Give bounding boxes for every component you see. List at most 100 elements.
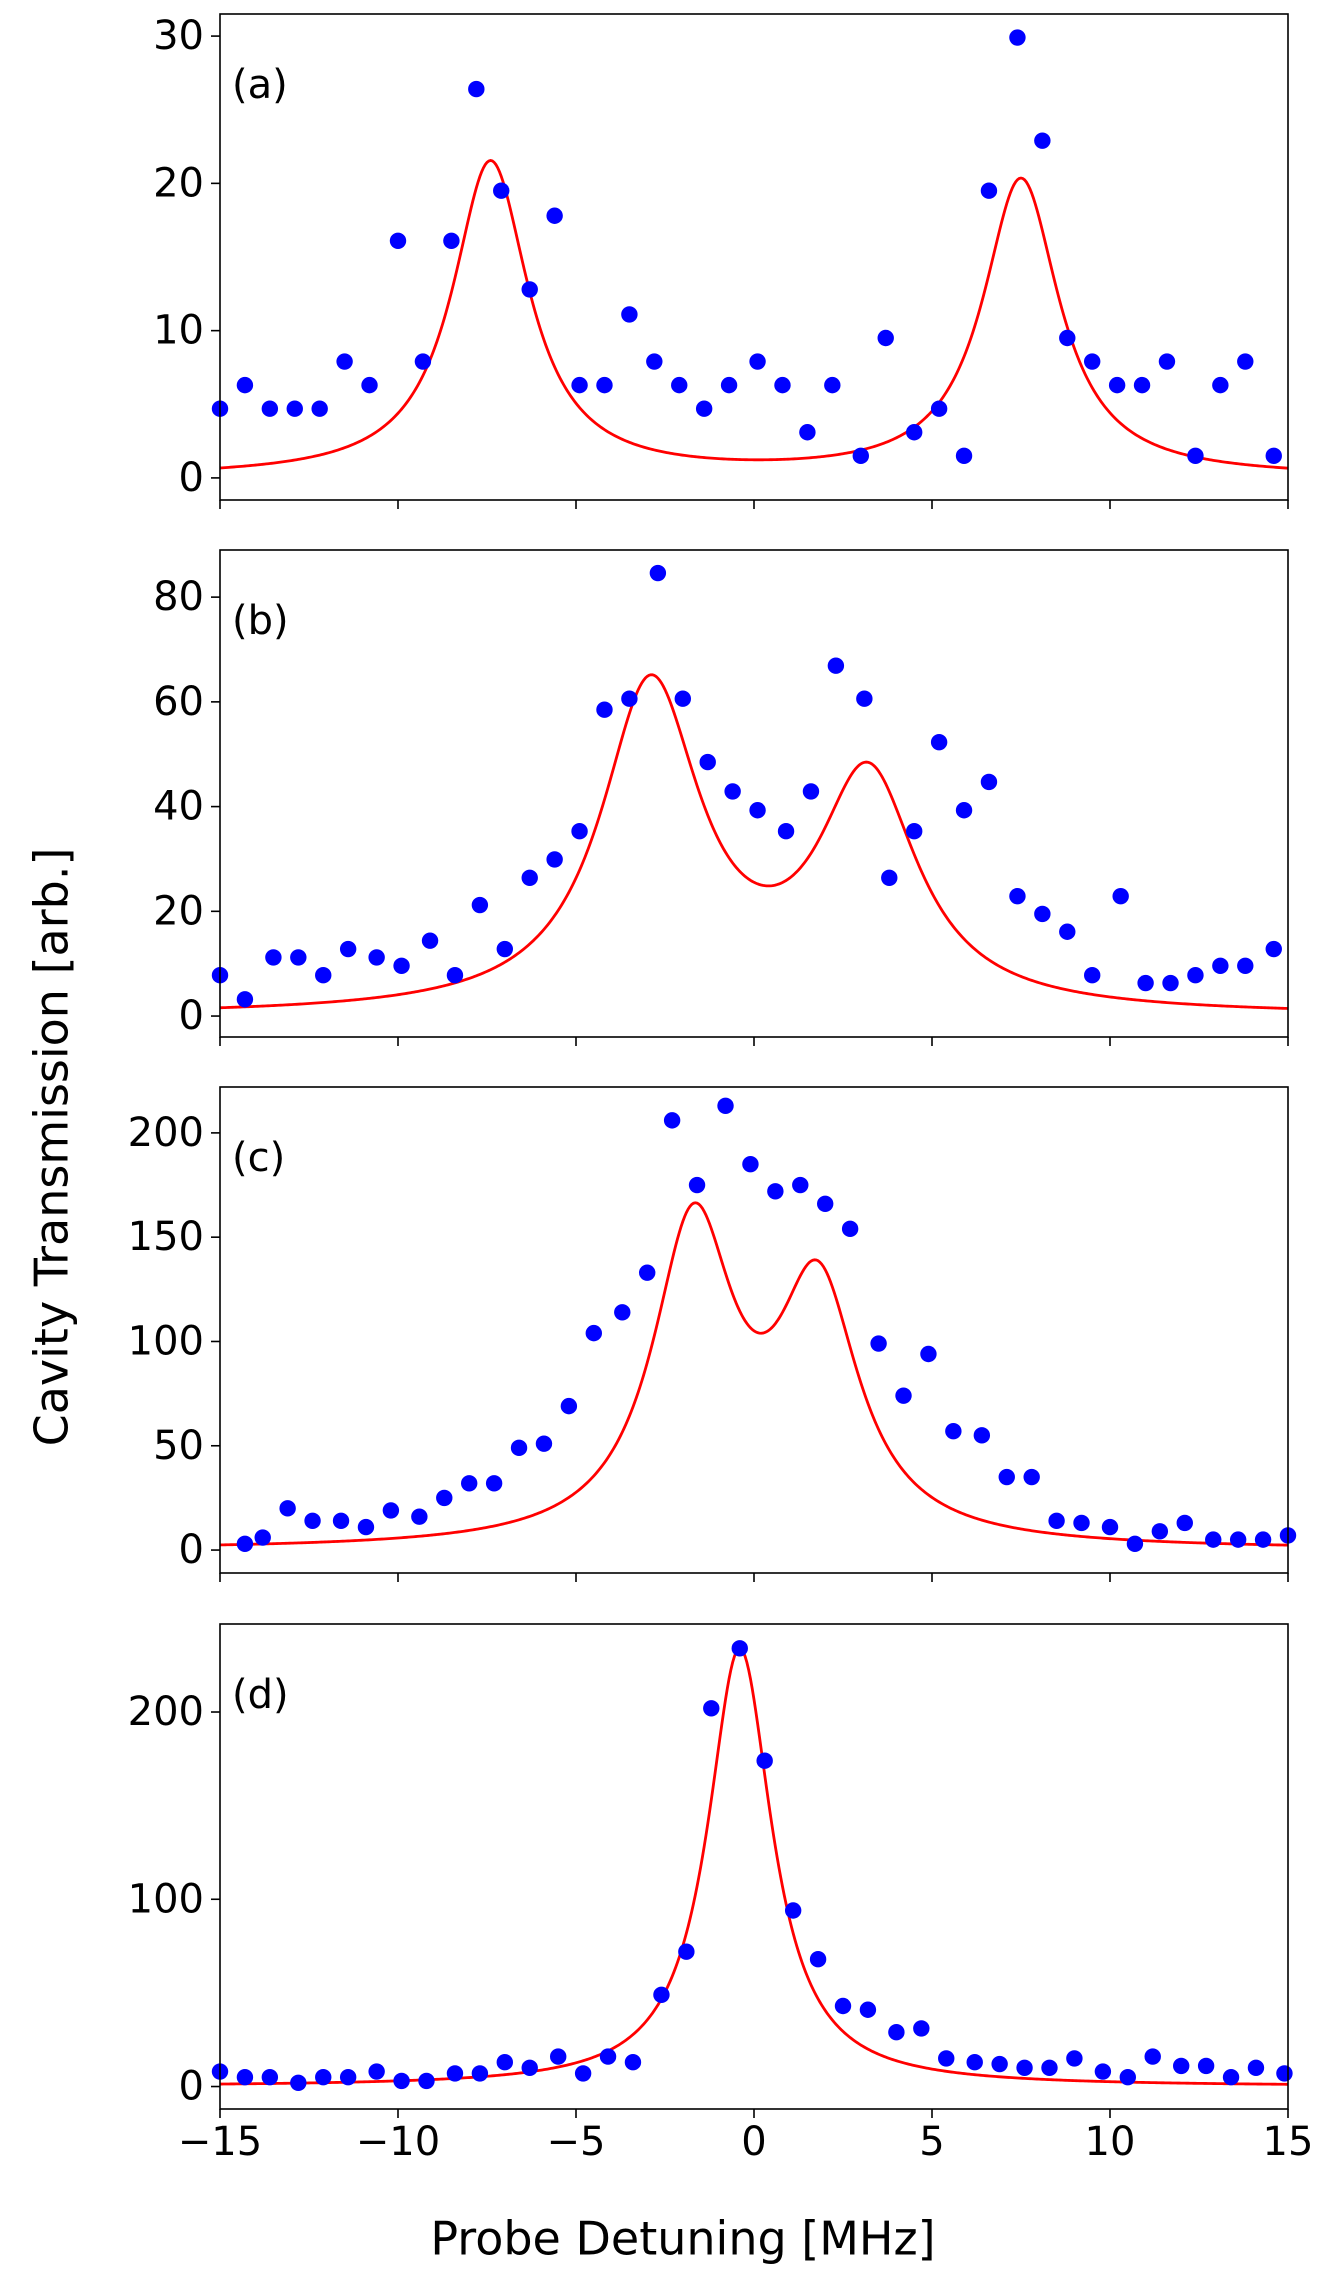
data-point	[571, 823, 588, 840]
data-point	[336, 353, 353, 370]
data-point	[468, 80, 485, 98]
data-point	[774, 376, 791, 394]
data-point	[1041, 2059, 1058, 2076]
data-point	[955, 802, 973, 819]
data-point	[1009, 29, 1026, 46]
data-point	[265, 949, 282, 966]
data-point	[888, 2024, 905, 2041]
x-tick-label: 0	[741, 2119, 766, 2165]
data-point	[1205, 1531, 1222, 1548]
data-point	[521, 281, 538, 298]
data-point	[1009, 887, 1026, 905]
data-point	[1222, 2068, 1240, 2086]
data-point	[621, 690, 638, 707]
data-point	[357, 1518, 375, 1536]
data-point	[550, 2048, 567, 2065]
data-point	[895, 1387, 912, 1404]
data-point	[496, 2053, 513, 2071]
data-point	[393, 957, 410, 974]
data-point	[1237, 353, 1254, 370]
data-point	[906, 823, 923, 840]
data-point	[991, 2055, 1008, 2073]
data-point	[332, 1512, 350, 1530]
data-point	[596, 376, 613, 394]
data-point	[767, 1183, 784, 1200]
data-point	[1176, 1514, 1193, 1532]
data-point	[663, 1112, 681, 1129]
data-point	[930, 733, 948, 751]
data-point	[1254, 1531, 1272, 1548]
panel-label: (b)	[232, 598, 289, 644]
data-point	[290, 949, 307, 966]
data-point	[393, 2072, 410, 2090]
data-point	[446, 2065, 464, 2082]
data-point	[802, 783, 820, 800]
data-point	[286, 400, 303, 417]
data-point	[1108, 376, 1126, 394]
data-point	[436, 1489, 453, 1507]
data-point	[311, 400, 328, 417]
data-point	[510, 1439, 528, 1457]
data-point	[1173, 2057, 1190, 2075]
data-point	[980, 182, 998, 199]
panel-label: (d)	[232, 1672, 289, 1718]
data-point	[852, 447, 869, 465]
data-point	[749, 353, 766, 370]
data-point	[261, 2068, 279, 2086]
data-point	[639, 1264, 656, 1281]
data-point	[368, 2063, 385, 2080]
data-point	[906, 424, 923, 441]
data-point	[945, 1422, 962, 1440]
data-point	[1237, 957, 1254, 974]
data-point	[521, 2059, 538, 2076]
panel-c: 0 50 100 150 200 (c)	[128, 1086, 1297, 1582]
data-point	[1137, 974, 1154, 992]
data-point	[236, 2068, 254, 2086]
data-point	[742, 1155, 759, 1173]
data-point	[817, 1195, 834, 1213]
data-point	[521, 869, 538, 887]
data-point	[1276, 2065, 1293, 2082]
y-tick-label: 0	[179, 993, 204, 1039]
fit-curve	[220, 159, 1288, 470]
data-point	[315, 967, 332, 984]
data-point	[236, 1535, 254, 1553]
data-point	[856, 690, 873, 707]
panel-label: (a)	[232, 62, 288, 108]
data-point	[1059, 329, 1076, 347]
y-tick-label: 20	[153, 888, 204, 934]
data-point	[824, 376, 841, 394]
x-axis-label: Probe Detuning [MHz]	[430, 2212, 935, 2266]
data-point	[493, 182, 510, 199]
x-tick-label: −15	[178, 2119, 262, 2165]
data-point	[1023, 1468, 1040, 1486]
data-point	[973, 1427, 991, 1444]
data-point	[1034, 905, 1051, 923]
data-point	[966, 2053, 983, 2071]
data-point	[671, 376, 688, 394]
data-point	[446, 967, 464, 984]
data-point	[1084, 967, 1101, 984]
data-point	[881, 869, 898, 887]
data-point	[1229, 1531, 1247, 1548]
data-point	[1158, 353, 1176, 370]
y-tick-label: 200	[128, 1110, 204, 1156]
panel-label: (c)	[232, 1135, 285, 1181]
data-point	[471, 2065, 489, 2082]
data-point	[368, 949, 385, 966]
data-point	[418, 2072, 435, 2090]
data-point	[236, 991, 254, 1008]
data-point	[653, 1986, 670, 2003]
x-tick-label: 15	[1263, 2119, 1314, 2165]
data-point	[841, 1220, 859, 1238]
data-point	[913, 2020, 930, 2037]
data-point	[731, 1640, 748, 1657]
panel-b: 0 20 40 60 80 (b)	[153, 549, 1289, 1046]
data-point	[930, 400, 948, 417]
data-point	[414, 353, 432, 370]
y-tick-label: 20	[153, 160, 204, 206]
data-point	[784, 1902, 802, 1919]
data-point	[254, 1529, 271, 1546]
panels: 0102030(a)020406080(b)050100150200(c)−15…	[128, 13, 1314, 2165]
